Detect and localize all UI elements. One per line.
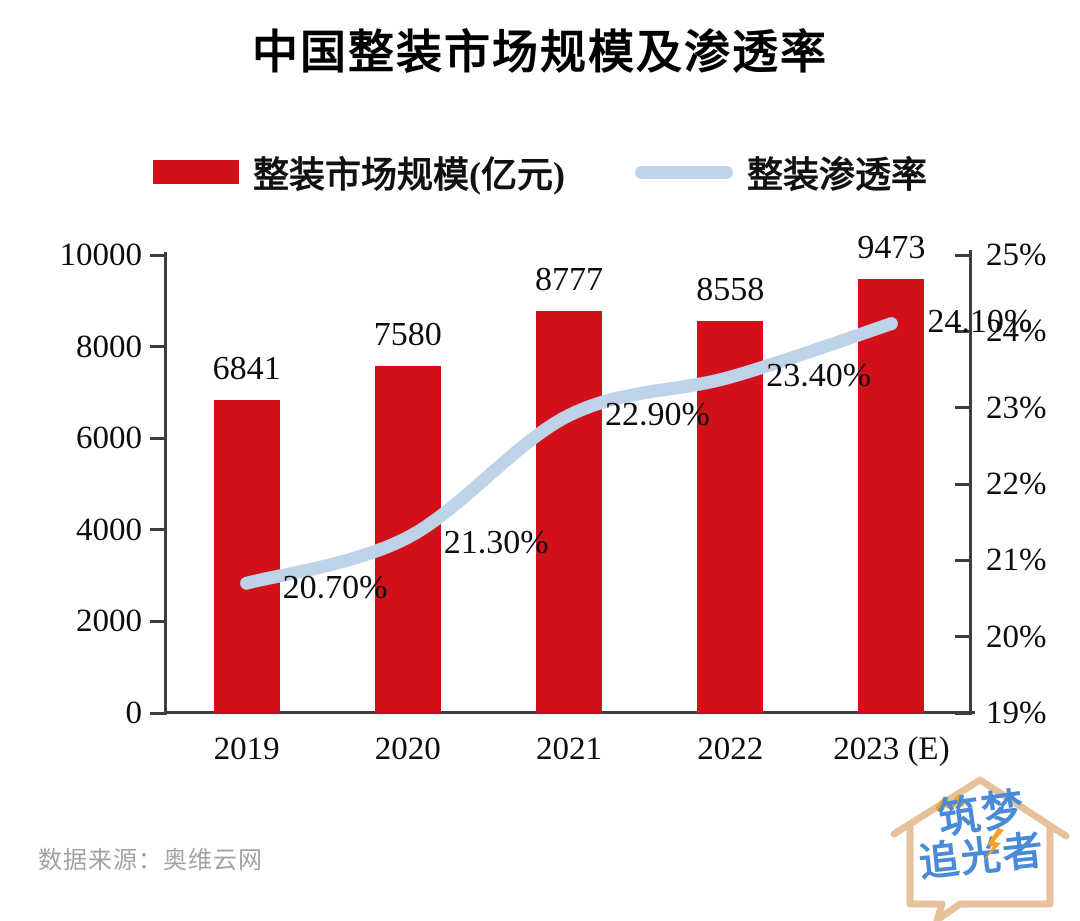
right-axis-tick bbox=[955, 711, 969, 715]
left-axis-tick-label: 0 bbox=[125, 695, 143, 731]
bar-value-label: 8777 bbox=[535, 261, 603, 298]
bar-value-label: 8558 bbox=[696, 271, 765, 309]
category-label: 2023 (E) bbox=[833, 731, 950, 767]
right-axis-tick bbox=[955, 406, 969, 410]
left-axis-tick-label: 4000 bbox=[76, 511, 142, 548]
chart-title: 中国整装市场规模及渗透率 bbox=[252, 26, 828, 78]
left-axis-tick bbox=[150, 711, 164, 715]
legend-bar-swatch bbox=[153, 160, 239, 184]
market-size-bar bbox=[213, 399, 280, 713]
right-axis-tick bbox=[955, 635, 969, 639]
line-value-label: 21.30% bbox=[443, 524, 549, 562]
left-axis-tick bbox=[150, 528, 164, 532]
logo-accent-marks-icon bbox=[935, 794, 965, 811]
right-axis-tick-label: 23% bbox=[986, 389, 1047, 426]
right-axis-line bbox=[969, 250, 972, 715]
market-size-bar bbox=[858, 279, 925, 713]
source-note: 数据来源：奥维云网 bbox=[38, 847, 263, 874]
right-axis-tick-label: 19% bbox=[986, 695, 1047, 731]
bar-value-label: 6841 bbox=[212, 349, 281, 387]
penetration-line bbox=[240, 317, 898, 590]
right-axis-tick-label: 24% bbox=[986, 313, 1047, 350]
right-axis-tick-label: 22% bbox=[986, 466, 1047, 502]
left-axis-tick-label: 6000 bbox=[76, 420, 142, 457]
line-value-label: 22.90% bbox=[605, 396, 710, 434]
category-label: 2021 bbox=[536, 731, 602, 767]
legend-label-penetration: 整装渗透率 bbox=[746, 155, 927, 195]
line-value-label: 20.70% bbox=[282, 569, 388, 607]
left-axis-tick-label: 8000 bbox=[76, 328, 142, 365]
right-axis-tick bbox=[955, 482, 969, 486]
left-axis-tick bbox=[150, 619, 164, 623]
right-axis-tick-label: 21% bbox=[986, 542, 1047, 579]
left-axis-tick bbox=[150, 253, 164, 257]
right-axis-tick bbox=[955, 329, 969, 333]
left-axis-tick-label: 2000 bbox=[76, 603, 142, 640]
legend: 整装市场规模(亿元) 整装渗透率 bbox=[0, 146, 1080, 198]
bar-value-label: 9473 bbox=[857, 229, 926, 267]
market-size-bar bbox=[536, 311, 602, 713]
left-axis-tick bbox=[150, 345, 164, 349]
right-axis-tick-label: 25% bbox=[986, 237, 1047, 273]
bar-value-label: 7580 bbox=[373, 315, 442, 353]
lightning-icon bbox=[983, 828, 1004, 862]
right-axis-tick bbox=[955, 253, 969, 257]
right-axis-tick-label: 20% bbox=[986, 618, 1047, 655]
category-label: 2019 bbox=[213, 731, 280, 767]
watermark-logo: 筑梦 追光者 bbox=[890, 776, 1070, 921]
line-value-label: 24.10% bbox=[927, 302, 1033, 340]
left-axis-line bbox=[164, 252, 167, 715]
right-axis-tick bbox=[955, 558, 969, 562]
left-axis-tick-label: 10000 bbox=[59, 237, 143, 273]
category-label: 2022 bbox=[697, 731, 764, 767]
left-axis-tick bbox=[150, 436, 164, 440]
legend-line-swatch bbox=[634, 165, 733, 179]
line-value-label: 23.40% bbox=[766, 357, 872, 395]
category-label: 2020 bbox=[374, 731, 441, 767]
legend-label-market-size: 整装市场规模(亿元) bbox=[253, 155, 565, 195]
house-outline bbox=[890, 776, 1070, 921]
